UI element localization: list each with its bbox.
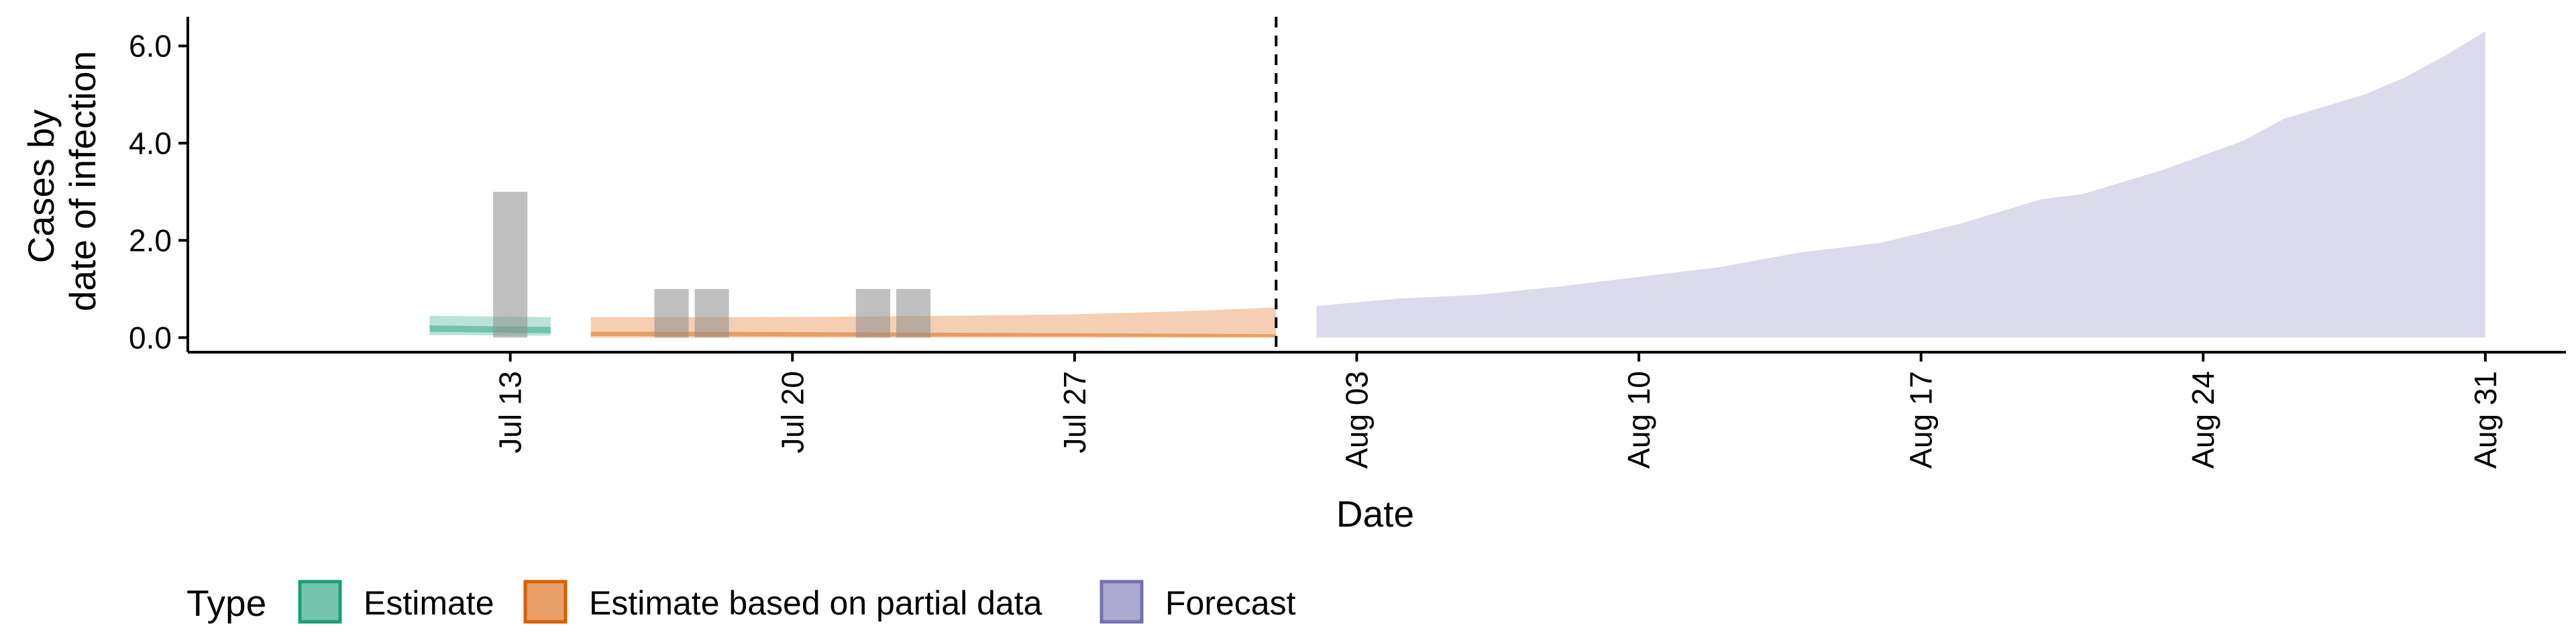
x-tick-label: Jul 13 <box>493 371 528 453</box>
y-tick-label: 4.0 <box>129 125 172 160</box>
legend: Type Estimate Estimate based on partial … <box>186 582 1296 624</box>
reported-case-bar <box>493 192 527 337</box>
legend-label-partial-data: Estimate based on partial data <box>589 584 1042 622</box>
reported-case-bar <box>896 289 930 338</box>
legend-key-forecast <box>1102 582 1142 622</box>
legend-key-partial-data <box>525 582 566 622</box>
legend-title: Type <box>186 582 266 624</box>
x-axis-title: Date <box>1336 493 1414 535</box>
x-tick-label: Aug 17 <box>1904 371 1939 469</box>
legend-key-estimate <box>300 582 340 622</box>
legend-label-estimate: Estimate <box>364 584 494 622</box>
y-tick-label: 0.0 <box>129 320 172 355</box>
ribbon-90-forecast <box>1316 32 2485 338</box>
x-tick-label: Jul 27 <box>1057 371 1092 453</box>
x-tick-label: Aug 24 <box>2186 371 2220 469</box>
x-tick-label: Aug 03 <box>1339 371 1374 469</box>
y-axis-title-line-1: Cases by <box>20 109 62 264</box>
x-tick-label: Aug 31 <box>2468 371 2503 469</box>
x-tick-label: Aug 10 <box>1621 371 1656 469</box>
reported-case-bar <box>655 289 689 338</box>
x-tick-label: Jul 20 <box>775 371 810 453</box>
y-axis-title-line-2: date of infection <box>62 51 103 311</box>
reported-case-bar <box>695 289 729 338</box>
y-tick-label: 6.0 <box>129 28 172 63</box>
y-tick-label: 2.0 <box>129 223 172 258</box>
plot-area <box>430 17 2485 351</box>
y-axis-title: Cases by date of infection <box>20 51 103 311</box>
reported-case-bar <box>856 289 890 338</box>
legend-label-forecast: Forecast <box>1165 584 1296 622</box>
